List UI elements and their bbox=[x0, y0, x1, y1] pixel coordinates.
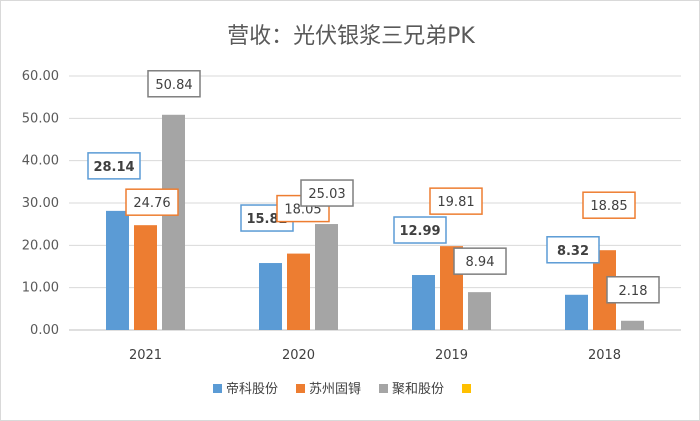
bar bbox=[468, 292, 491, 330]
data-label: 24.76 bbox=[125, 188, 179, 216]
y-tick-label: 50.00 bbox=[22, 111, 59, 126]
bar bbox=[134, 225, 157, 330]
data-label-box bbox=[393, 216, 447, 244]
y-axis-ticks: 0.00 10.00 20.00 30.00 40.00 50.00 60.00 bbox=[22, 69, 59, 338]
x-category-label: 2021 bbox=[129, 348, 162, 363]
legend-swatch bbox=[379, 384, 388, 393]
legend-swatch bbox=[296, 384, 305, 393]
data-label-box bbox=[429, 187, 483, 215]
data-label-text: 24.76 bbox=[133, 196, 170, 211]
chart-title: 营收：光伏银浆三兄弟PK bbox=[227, 24, 475, 49]
legend-swatch bbox=[462, 384, 471, 393]
legend-label: 苏州固锝 bbox=[309, 381, 361, 397]
x-category-label: 2018 bbox=[588, 348, 621, 363]
data-label-box bbox=[546, 236, 600, 264]
data-label-text: 50.84 bbox=[155, 78, 192, 93]
bar bbox=[593, 250, 616, 330]
data-label: 12.99 bbox=[393, 216, 447, 244]
legend-label: 帝科股份 bbox=[226, 381, 278, 397]
data-label-box bbox=[582, 191, 636, 219]
y-tick-label: 30.00 bbox=[22, 196, 59, 211]
data-label: 2.18 bbox=[606, 276, 660, 304]
data-labels: 28.1424.7650.8415.8218.0525.0312.9919.81… bbox=[87, 70, 660, 304]
bar bbox=[412, 275, 435, 330]
bar bbox=[162, 114, 185, 330]
data-label-box bbox=[606, 276, 660, 304]
legend-label: 聚和股份 bbox=[392, 382, 444, 397]
data-label-box bbox=[87, 152, 141, 180]
data-label-box bbox=[453, 247, 507, 275]
bar bbox=[287, 253, 310, 330]
data-label: 18.85 bbox=[582, 191, 636, 219]
data-label-box bbox=[125, 188, 179, 216]
bars bbox=[106, 114, 644, 330]
bar bbox=[106, 210, 129, 330]
data-label-text: 18.85 bbox=[590, 199, 627, 214]
data-label-text: 12.99 bbox=[399, 224, 440, 239]
bar bbox=[565, 294, 588, 330]
bar bbox=[315, 224, 338, 330]
x-axis-categories: 2021 2020 2019 2018 bbox=[129, 348, 621, 363]
data-label-text: 8.94 bbox=[466, 255, 495, 270]
y-tick-label: 0.00 bbox=[30, 323, 59, 338]
data-label-text: 8.32 bbox=[557, 244, 589, 259]
data-label: 50.84 bbox=[147, 70, 201, 98]
y-tick-label: 60.00 bbox=[22, 69, 59, 84]
data-label: 8.32 bbox=[546, 236, 600, 264]
data-label-box bbox=[147, 70, 201, 98]
data-label-text: 25.03 bbox=[308, 187, 345, 202]
bar bbox=[259, 263, 282, 330]
data-label: 28.14 bbox=[87, 152, 141, 180]
data-label: 19.81 bbox=[429, 187, 483, 215]
x-category-label: 2019 bbox=[435, 348, 468, 363]
legend-swatch bbox=[213, 384, 222, 393]
bar bbox=[621, 320, 644, 330]
data-label-text: 2.18 bbox=[619, 284, 648, 299]
data-label-box bbox=[300, 179, 354, 207]
x-category-label: 2020 bbox=[282, 348, 315, 363]
data-label: 25.03 bbox=[300, 179, 354, 207]
data-label-text: 28.14 bbox=[93, 160, 134, 175]
legend: 帝科股份 苏州固锝 聚和股份 bbox=[213, 381, 471, 397]
data-label-text: 19.81 bbox=[437, 195, 474, 210]
y-tick-label: 20.00 bbox=[22, 238, 59, 253]
data-label: 8.94 bbox=[453, 247, 507, 275]
y-tick-label: 10.00 bbox=[22, 281, 59, 296]
y-tick-label: 40.00 bbox=[22, 154, 59, 169]
